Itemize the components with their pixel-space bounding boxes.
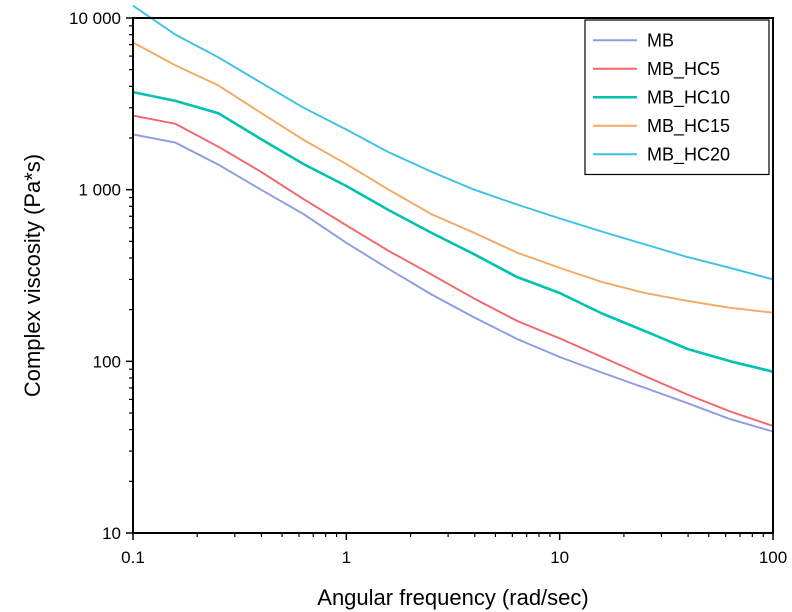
x-tick-label: 1 bbox=[342, 548, 351, 567]
legend-label: MB_HC20 bbox=[647, 144, 730, 165]
legend: MB MB_HC5 MB_HC10 MB_HC15 MB_HC20 bbox=[584, 19, 770, 176]
series-line-mb-hc15 bbox=[132, 41, 774, 314]
series-line-mb-hc10 bbox=[132, 90, 774, 373]
series-line-mb bbox=[132, 133, 774, 433]
series-line-mb-hc5 bbox=[132, 114, 774, 427]
x-tick-label: 0.1 bbox=[121, 548, 145, 567]
x-axis-ticks: 0.1 1 10 100 bbox=[121, 533, 787, 567]
x-axis-title: Angular frequency (rad/sec) bbox=[317, 585, 588, 610]
legend-label: MB bbox=[647, 30, 674, 50]
y-tick-label: 10 bbox=[102, 524, 121, 543]
series-line-mb-hc20 bbox=[132, 4, 774, 281]
x-tick-label: 100 bbox=[759, 548, 787, 567]
y-tick-label: 10 000 bbox=[69, 9, 121, 28]
legend-label: MB_HC10 bbox=[647, 87, 730, 108]
legend-label: MB_HC5 bbox=[647, 59, 720, 80]
x-tick-label: 10 bbox=[550, 548, 569, 567]
plot-frame bbox=[132, 17, 774, 534]
series-lines bbox=[132, 4, 774, 433]
y-axis-title: Complex viscosity (Pa*s) bbox=[20, 154, 45, 397]
y-tick-label: 1 000 bbox=[78, 181, 121, 200]
legend-label: MB_HC15 bbox=[647, 116, 730, 137]
y-tick-label: 100 bbox=[93, 352, 121, 371]
y-axis-ticks: 10 100 1 000 10 000 bbox=[69, 9, 133, 543]
